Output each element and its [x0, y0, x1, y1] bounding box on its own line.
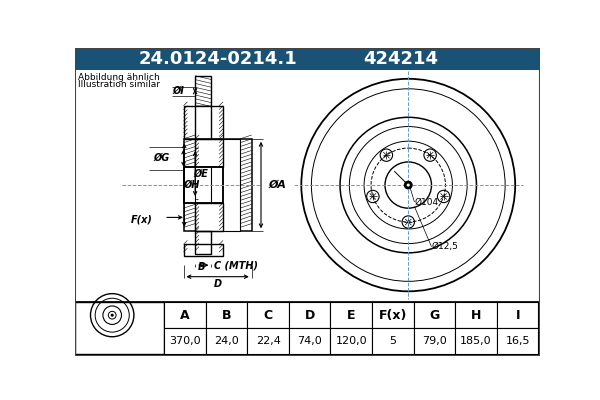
- Circle shape: [407, 184, 410, 186]
- Bar: [372, 328, 413, 354]
- Bar: [164, 328, 206, 354]
- Text: F(x): F(x): [379, 309, 407, 322]
- Bar: [455, 328, 497, 354]
- Bar: [184, 167, 223, 203]
- Text: 424214: 424214: [363, 50, 438, 68]
- Bar: [331, 302, 372, 328]
- Bar: [247, 302, 289, 328]
- Text: H: H: [471, 309, 481, 322]
- Text: 16,5: 16,5: [505, 336, 530, 346]
- Text: 79,0: 79,0: [422, 336, 447, 346]
- Bar: [289, 328, 331, 354]
- Bar: [75, 302, 164, 354]
- Text: ØI: ØI: [172, 86, 184, 96]
- Text: D: D: [214, 279, 221, 289]
- Bar: [413, 302, 455, 328]
- Text: B: B: [197, 262, 205, 272]
- Text: 74,0: 74,0: [298, 336, 322, 346]
- Text: C (MTH): C (MTH): [215, 260, 259, 270]
- Bar: [184, 139, 252, 231]
- Bar: [497, 328, 538, 354]
- Text: 24,0: 24,0: [214, 336, 239, 346]
- Text: ØG: ØG: [154, 153, 170, 163]
- Bar: [206, 302, 247, 328]
- Bar: [289, 302, 331, 328]
- Bar: [184, 106, 223, 139]
- Bar: [497, 302, 538, 328]
- Text: A: A: [180, 309, 190, 322]
- Text: Ø104: Ø104: [415, 198, 439, 206]
- Bar: [331, 328, 372, 354]
- Bar: [247, 328, 289, 354]
- Text: C: C: [263, 309, 272, 322]
- Bar: [195, 76, 211, 106]
- Text: Illustration similar: Illustration similar: [78, 80, 160, 88]
- Text: 5: 5: [389, 336, 397, 346]
- Bar: [104, 326, 121, 357]
- Text: E: E: [347, 309, 356, 322]
- Text: 24.0124-0214.1: 24.0124-0214.1: [139, 50, 298, 68]
- Text: D: D: [305, 309, 315, 322]
- Text: 120,0: 120,0: [335, 336, 367, 346]
- Text: ØH: ØH: [183, 180, 199, 190]
- Circle shape: [404, 181, 412, 189]
- Bar: [455, 302, 497, 328]
- Bar: [75, 302, 540, 354]
- Text: ØA: ØA: [269, 180, 287, 190]
- Circle shape: [110, 314, 114, 317]
- Text: 185,0: 185,0: [460, 336, 492, 346]
- Bar: [206, 328, 247, 354]
- Text: B: B: [222, 309, 231, 322]
- Text: 370,0: 370,0: [169, 336, 201, 346]
- Bar: [195, 231, 211, 254]
- Bar: [195, 139, 223, 167]
- Bar: [195, 139, 240, 231]
- Bar: [75, 48, 540, 70]
- Bar: [195, 106, 211, 139]
- Text: F(x): F(x): [131, 215, 152, 225]
- Bar: [195, 203, 223, 231]
- Text: Ø12,5: Ø12,5: [431, 242, 458, 251]
- Text: I: I: [515, 309, 520, 322]
- Text: G: G: [430, 309, 440, 322]
- Text: 22,4: 22,4: [256, 336, 281, 346]
- Bar: [184, 244, 223, 256]
- Bar: [413, 328, 455, 354]
- Text: Abbildung ähnlich: Abbildung ähnlich: [78, 73, 160, 82]
- Bar: [372, 302, 413, 328]
- Text: ØE: ØE: [194, 168, 209, 178]
- Bar: [164, 302, 206, 328]
